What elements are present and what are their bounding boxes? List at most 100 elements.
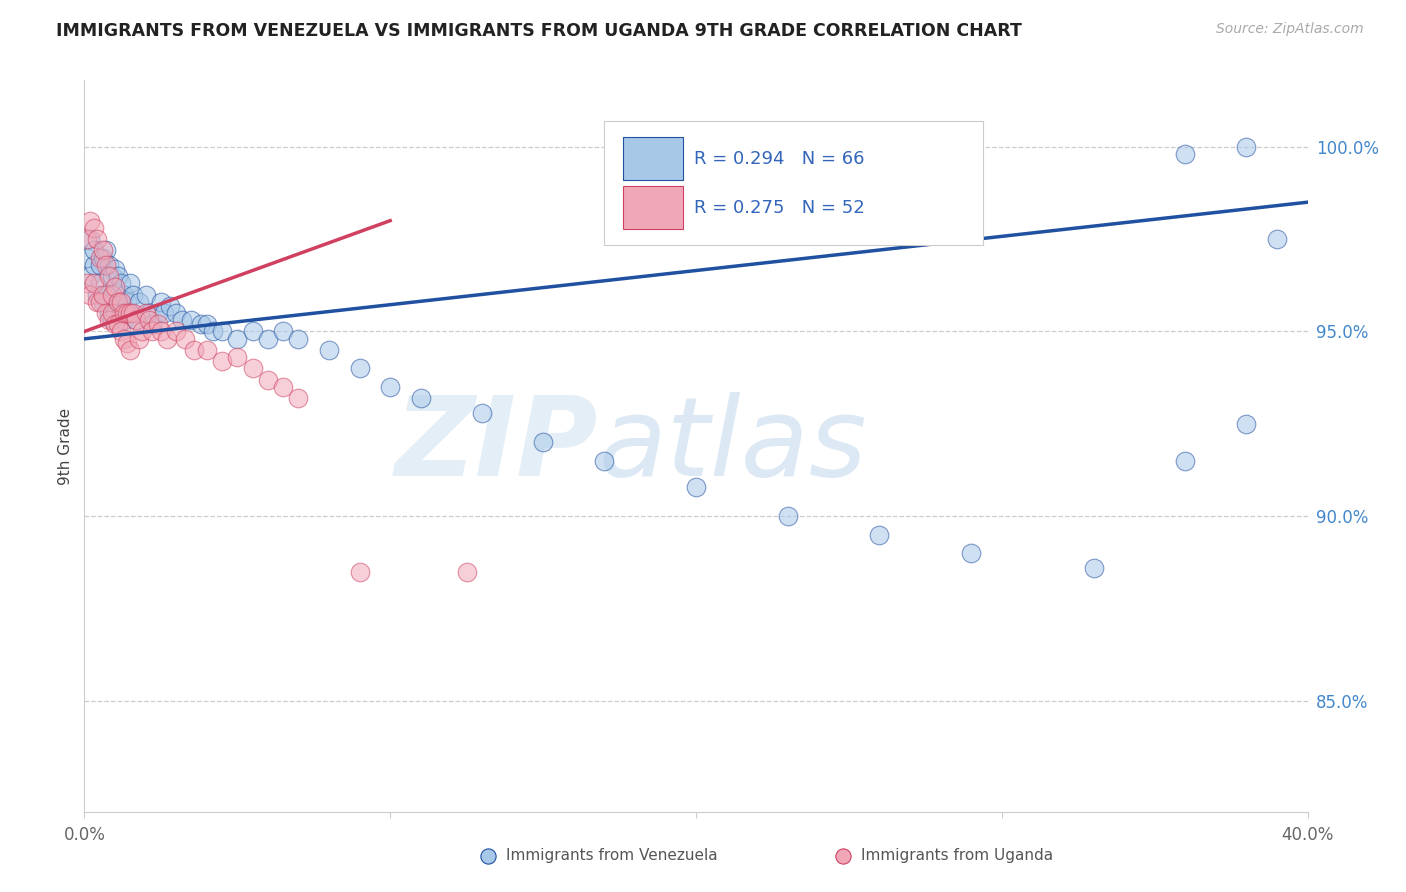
Point xyxy=(180,313,202,327)
Point xyxy=(471,406,494,420)
Text: Source: ZipAtlas.com: Source: ZipAtlas.com xyxy=(1216,22,1364,37)
Point xyxy=(226,351,249,365)
Point xyxy=(1174,147,1197,161)
Point xyxy=(101,313,124,327)
Point xyxy=(89,258,111,272)
FancyBboxPatch shape xyxy=(623,186,682,229)
Point xyxy=(183,343,205,357)
Text: R = 0.275   N = 52: R = 0.275 N = 52 xyxy=(693,199,865,217)
Point xyxy=(94,306,117,320)
Point xyxy=(195,343,218,357)
Point xyxy=(91,294,114,309)
Point xyxy=(593,454,616,468)
Point xyxy=(153,306,176,320)
Point xyxy=(287,391,309,405)
FancyBboxPatch shape xyxy=(605,120,983,244)
Point xyxy=(165,306,187,320)
Point xyxy=(101,306,124,320)
Point xyxy=(110,277,132,291)
Point xyxy=(79,287,101,301)
Point xyxy=(146,317,169,331)
Point xyxy=(122,287,145,301)
Point xyxy=(1083,561,1105,575)
Point xyxy=(110,325,132,339)
Point xyxy=(409,391,432,405)
Point xyxy=(141,325,163,339)
Point xyxy=(128,332,150,346)
Point xyxy=(211,354,233,368)
Point xyxy=(1265,232,1288,246)
Point xyxy=(122,306,145,320)
Y-axis label: 9th Grade: 9th Grade xyxy=(58,408,73,484)
Point xyxy=(104,317,127,331)
Point xyxy=(83,244,105,258)
Point xyxy=(115,335,138,350)
Point xyxy=(138,306,160,320)
Point xyxy=(107,317,129,331)
Point xyxy=(94,287,117,301)
Point xyxy=(190,317,212,331)
Point xyxy=(201,325,224,339)
Point xyxy=(349,361,371,376)
Point xyxy=(125,313,148,327)
Point xyxy=(104,280,127,294)
Point xyxy=(112,287,135,301)
Point xyxy=(135,287,157,301)
Point xyxy=(869,527,891,541)
Point xyxy=(83,258,105,272)
Point xyxy=(138,313,160,327)
Point xyxy=(101,268,124,283)
Point xyxy=(120,306,142,320)
Point xyxy=(112,306,135,320)
Point xyxy=(226,332,249,346)
Point xyxy=(107,268,129,283)
Point xyxy=(960,546,983,560)
Point xyxy=(318,343,340,357)
Point xyxy=(112,332,135,346)
Point xyxy=(76,232,98,246)
Point xyxy=(97,258,120,272)
Text: Immigrants from Venezuela: Immigrants from Venezuela xyxy=(506,848,718,863)
Point xyxy=(86,294,108,309)
Point xyxy=(107,294,129,309)
Point xyxy=(456,565,478,579)
FancyBboxPatch shape xyxy=(623,137,682,180)
Point xyxy=(165,325,187,339)
Point xyxy=(112,313,135,327)
Text: Immigrants from Uganda: Immigrants from Uganda xyxy=(860,848,1053,863)
Point xyxy=(776,509,799,524)
Point xyxy=(257,332,280,346)
Point xyxy=(271,380,294,394)
Point xyxy=(97,268,120,283)
Point xyxy=(242,325,264,339)
Point xyxy=(89,251,111,265)
Point xyxy=(79,268,101,283)
Point xyxy=(76,277,98,291)
Point xyxy=(131,325,153,339)
Point xyxy=(91,287,114,301)
Point xyxy=(120,306,142,320)
Point xyxy=(149,325,172,339)
Point xyxy=(120,343,142,357)
Point xyxy=(120,277,142,291)
Point xyxy=(91,244,114,258)
Point xyxy=(101,287,124,301)
Point xyxy=(1174,454,1197,468)
Point xyxy=(146,306,169,320)
Point xyxy=(107,294,129,309)
Point xyxy=(159,299,181,313)
Point xyxy=(141,317,163,331)
Point xyxy=(115,294,138,309)
Point xyxy=(110,306,132,320)
Point xyxy=(156,332,179,346)
Point xyxy=(89,277,111,291)
Point xyxy=(79,232,101,246)
Point xyxy=(94,244,117,258)
Point xyxy=(174,332,197,346)
Point xyxy=(349,565,371,579)
Point xyxy=(89,294,111,309)
Point xyxy=(86,232,108,246)
Point xyxy=(135,306,157,320)
Point xyxy=(1236,417,1258,431)
Point xyxy=(110,294,132,309)
